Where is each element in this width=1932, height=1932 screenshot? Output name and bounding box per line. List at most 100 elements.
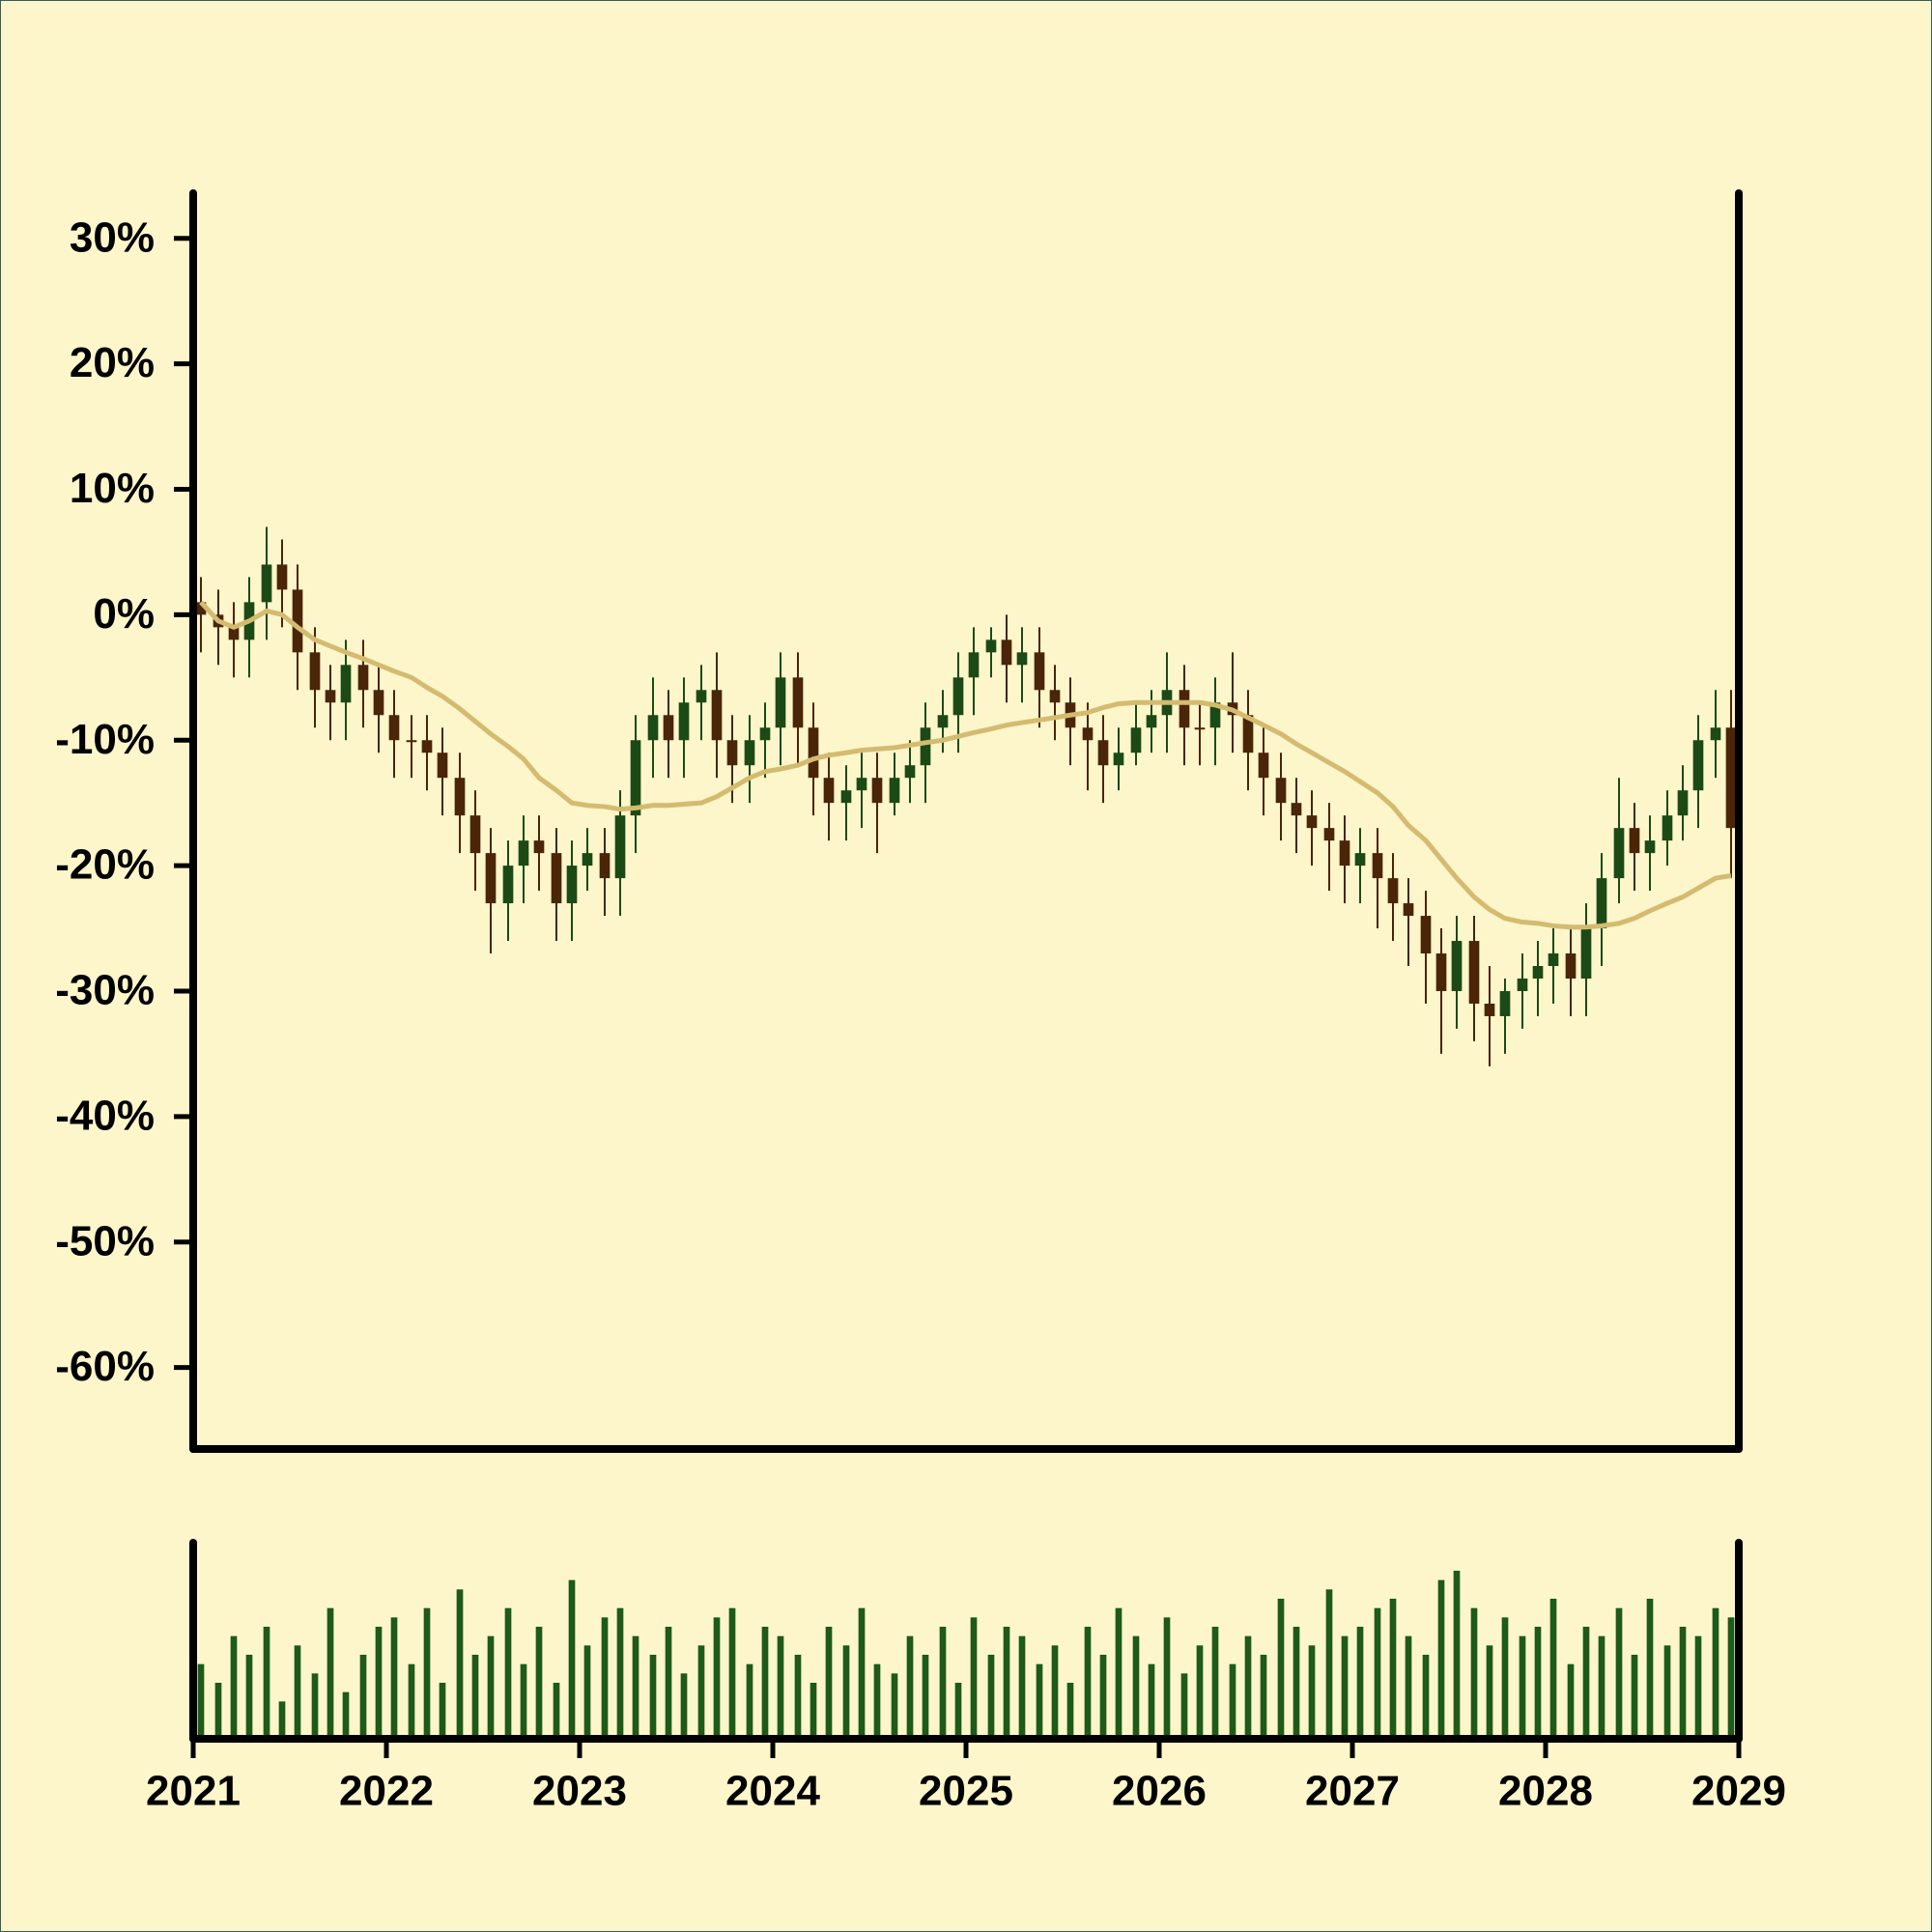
- candle-body: [1629, 828, 1640, 854]
- volume-bar: [665, 1627, 672, 1739]
- volume-bar: [1534, 1627, 1542, 1739]
- volume-bar: [278, 1701, 286, 1739]
- candle-body: [1451, 941, 1463, 991]
- y-tick-label: -40%: [55, 1092, 155, 1139]
- volume-bar: [1244, 1635, 1252, 1739]
- volume-bar: [1308, 1645, 1316, 1739]
- volume-bar: [939, 1627, 947, 1739]
- volume-bar: [1325, 1589, 1333, 1739]
- candle-body: [309, 652, 321, 691]
- volume-bar: [375, 1627, 383, 1739]
- candle-body: [228, 627, 240, 640]
- candle-body: [856, 778, 867, 791]
- candle-body: [1049, 690, 1061, 703]
- y-tick-label: 0%: [93, 590, 155, 638]
- moving-average: [199, 600, 1732, 930]
- candle-body: [1613, 828, 1625, 879]
- candle-body: [920, 727, 931, 766]
- candle-body: [1484, 1003, 1495, 1016]
- volume-bar: [680, 1673, 688, 1739]
- volume-bar: [1115, 1607, 1122, 1739]
- candle-body: [1420, 916, 1432, 954]
- candle-body: [1532, 966, 1544, 979]
- volume-bar: [1598, 1635, 1605, 1739]
- candle-body: [1354, 853, 1366, 867]
- volume-bar: [342, 1691, 350, 1739]
- candle-body: [437, 753, 448, 779]
- volume-bar: [922, 1655, 929, 1739]
- candle-body: [968, 652, 980, 678]
- candle-body: [1468, 941, 1480, 1004]
- volume-bar: [1679, 1627, 1687, 1739]
- volume-bar: [1549, 1599, 1557, 1739]
- volume-bar: [632, 1635, 639, 1739]
- candle-body: [1692, 740, 1704, 791]
- volume-bar: [954, 1683, 962, 1739]
- candle-body: [985, 639, 997, 653]
- volume-bar: [1567, 1663, 1575, 1739]
- candle-body: [1548, 953, 1559, 966]
- volume-bar: [1422, 1655, 1430, 1739]
- volume-bar: [1453, 1571, 1461, 1739]
- volume-bar: [1148, 1663, 1155, 1739]
- candle-body: [518, 840, 529, 867]
- volume-bar: [1646, 1599, 1654, 1739]
- candle-body: [1113, 753, 1124, 766]
- candle-body: [599, 853, 611, 879]
- candle-body: [357, 665, 369, 691]
- volume-bar: [1277, 1599, 1285, 1739]
- candle-body: [1387, 878, 1399, 904]
- y-tick-label: 30%: [70, 213, 155, 261]
- volume-bar: [1356, 1627, 1364, 1739]
- candle-body: [840, 790, 852, 804]
- candle-body: [1242, 715, 1254, 753]
- candle-body: [792, 677, 804, 728]
- candle-body: [1258, 753, 1269, 779]
- volume-bar: [583, 1645, 591, 1739]
- candle-body: [1677, 790, 1689, 816]
- candle-body: [1565, 953, 1577, 979]
- candle-body: [1596, 878, 1607, 929]
- candle-body: [759, 727, 771, 741]
- volume-bar: [891, 1673, 898, 1739]
- candle-body: [1209, 702, 1221, 728]
- volume-bar: [1180, 1673, 1188, 1739]
- volume-bar: [1163, 1617, 1171, 1739]
- volume-bar: [728, 1607, 736, 1739]
- volume-bar: [697, 1645, 705, 1739]
- volume-bar: [390, 1617, 398, 1739]
- volume-bar: [810, 1683, 817, 1739]
- y-tick-label: -20%: [55, 841, 155, 889]
- candle-body: [388, 715, 400, 741]
- volume-bar: [487, 1635, 495, 1739]
- candle-body: [1339, 840, 1350, 867]
- volume-bar: [1631, 1655, 1638, 1739]
- candle-body: [1644, 840, 1656, 854]
- volume-bar: [1066, 1683, 1074, 1739]
- candle-body: [904, 765, 916, 779]
- candle-body: [1580, 928, 1592, 979]
- volume-bar: [873, 1663, 881, 1739]
- candle-body: [1130, 727, 1142, 753]
- volume-bar: [1519, 1635, 1526, 1739]
- candle-body: [1306, 815, 1318, 829]
- volume-bar: [842, 1645, 850, 1739]
- candle-body: [1179, 690, 1190, 728]
- y-tick-label: -50%: [55, 1217, 155, 1264]
- volume-bar: [794, 1655, 802, 1739]
- volume-bar: [1501, 1617, 1509, 1739]
- volume-bar: [294, 1645, 301, 1739]
- volume-bar: [777, 1635, 784, 1739]
- y-tick-label: 10%: [70, 465, 155, 512]
- volume-bar: [858, 1607, 866, 1739]
- candle-body: [711, 690, 723, 741]
- volume-bar: [1486, 1645, 1493, 1739]
- volume-bar: [601, 1617, 609, 1739]
- volume-bar: [230, 1635, 238, 1739]
- volume-bar: [1018, 1635, 1026, 1739]
- volume-bar: [746, 1663, 753, 1739]
- candle-body: [454, 778, 466, 816]
